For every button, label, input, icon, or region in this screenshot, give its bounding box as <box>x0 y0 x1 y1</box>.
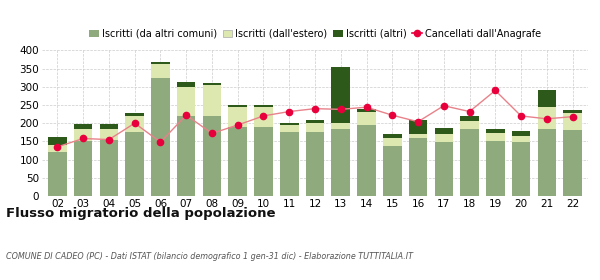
Bar <box>254 127 273 196</box>
Bar <box>203 83 221 85</box>
Bar <box>74 129 92 141</box>
Bar <box>357 109 376 112</box>
Bar <box>383 146 401 196</box>
Bar <box>203 116 221 196</box>
Bar <box>538 107 556 129</box>
Text: COMUNE DI CADEO (PC) - Dati ISTAT (bilancio demografico 1 gen-31 dic) - Elaboraz: COMUNE DI CADEO (PC) - Dati ISTAT (bilan… <box>6 252 413 261</box>
Text: Flusso migratorio della popolazione: Flusso migratorio della popolazione <box>6 207 275 220</box>
Bar <box>409 138 427 196</box>
Bar <box>383 138 401 146</box>
Bar <box>512 131 530 136</box>
Bar <box>331 123 350 129</box>
Bar <box>125 116 144 132</box>
Bar <box>434 142 453 196</box>
Bar <box>538 129 556 196</box>
Bar <box>151 62 170 64</box>
Bar <box>48 145 67 152</box>
Bar <box>100 129 118 139</box>
Bar <box>280 123 299 125</box>
Bar <box>409 120 427 134</box>
Bar <box>177 87 196 116</box>
Bar <box>125 113 144 116</box>
Bar <box>460 129 479 196</box>
Bar <box>125 132 144 196</box>
Bar <box>357 125 376 196</box>
Bar <box>357 112 376 125</box>
Bar <box>563 110 582 113</box>
Bar <box>100 124 118 129</box>
Bar <box>280 125 299 132</box>
Bar <box>177 116 196 196</box>
Bar <box>306 132 324 196</box>
Bar <box>486 133 505 141</box>
Bar <box>229 107 247 127</box>
Legend: Iscritti (da altri comuni), Iscritti (dall'estero), Iscritti (altri), Cancellati: Iscritti (da altri comuni), Iscritti (da… <box>85 25 545 43</box>
Bar <box>74 141 92 196</box>
Bar <box>151 64 170 78</box>
Bar <box>74 124 92 129</box>
Bar <box>538 90 556 107</box>
Bar <box>254 107 273 127</box>
Bar <box>460 116 479 121</box>
Bar <box>486 141 505 196</box>
Bar <box>177 82 196 87</box>
Bar <box>48 137 67 145</box>
Bar <box>512 136 530 142</box>
Bar <box>331 67 350 123</box>
Bar <box>254 105 273 107</box>
Bar <box>434 128 453 134</box>
Bar <box>229 105 247 107</box>
Bar <box>229 127 247 196</box>
Bar <box>100 139 118 196</box>
Bar <box>563 130 582 196</box>
Bar <box>306 120 324 123</box>
Bar <box>563 113 582 130</box>
Bar <box>280 132 299 196</box>
Bar <box>434 134 453 142</box>
Bar <box>512 142 530 196</box>
Bar <box>409 134 427 138</box>
Bar <box>306 123 324 132</box>
Bar <box>151 78 170 196</box>
Bar <box>331 129 350 196</box>
Bar <box>48 152 67 196</box>
Bar <box>460 121 479 129</box>
Bar <box>486 129 505 133</box>
Bar <box>203 85 221 116</box>
Bar <box>383 134 401 138</box>
